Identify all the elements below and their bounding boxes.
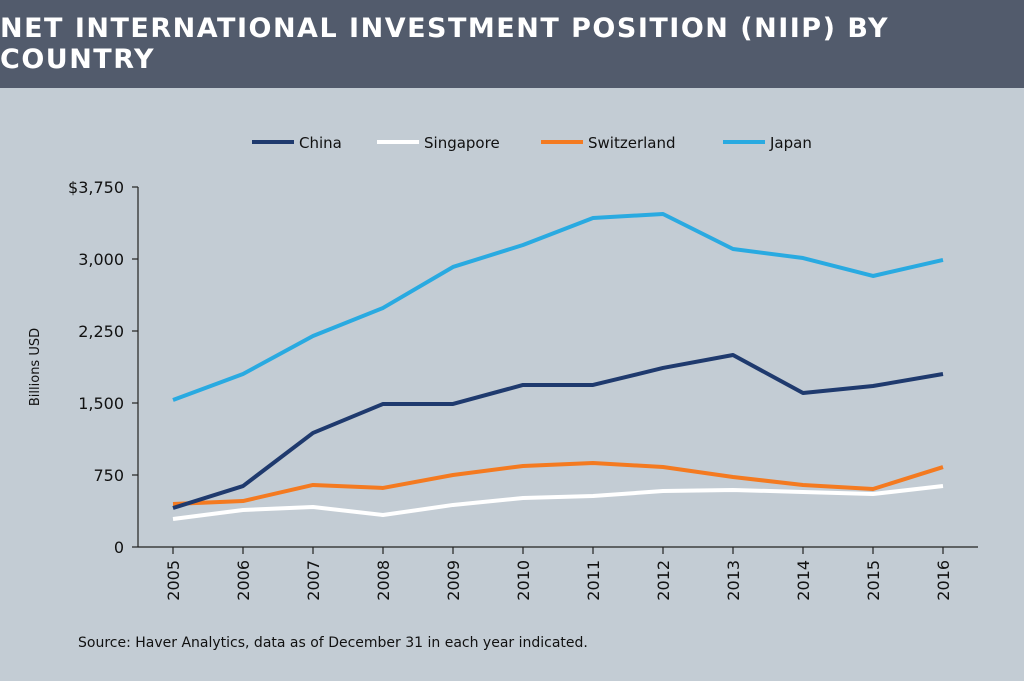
series-line-china [172,353,944,510]
y-tick-label: $3,750 [68,178,124,197]
x-tick-label: 2005 [164,560,183,601]
source-note: Source: Haver Analytics, data as of Dece… [78,635,588,651]
y-tick-label: 2,250 [78,322,124,341]
x-tick-label: 2007 [304,560,323,601]
x-tick-label: 2010 [514,560,533,601]
title-banner: NET INTERNATIONAL INVESTMENT POSITION (N… [0,0,1024,88]
x-tick-label: 2015 [864,560,883,601]
x-tick-label: 2009 [444,560,463,601]
series-line-switzerland [172,461,944,506]
x-tick-label: 2014 [794,560,813,601]
x-tick-label: 2011 [584,560,603,601]
x-tick-label: 2006 [234,560,253,601]
y-axis-label: Billions USD [28,328,43,406]
legend-label-china: China [299,134,342,152]
series-line-singapore [172,484,944,521]
legend-label-switzerland: Switzerland [588,134,676,152]
y-tick-label: 750 [93,466,124,485]
chart-title: NET INTERNATIONAL INVESTMENT POSITION (N… [0,13,889,75]
x-tick-label: 2016 [934,560,953,601]
y-tick-label: 1,500 [78,394,124,413]
series-line-japan [172,211,944,402]
x-tick-label: 2008 [374,560,393,601]
x-tick-label: 2013 [724,560,743,601]
legend-label-japan: Japan [769,134,812,152]
x-tick-label: 2012 [654,560,673,601]
y-tick-label: 0 [114,538,124,557]
y-tick-label: 3,000 [78,250,124,269]
legend-label-singapore: Singapore [424,134,500,152]
